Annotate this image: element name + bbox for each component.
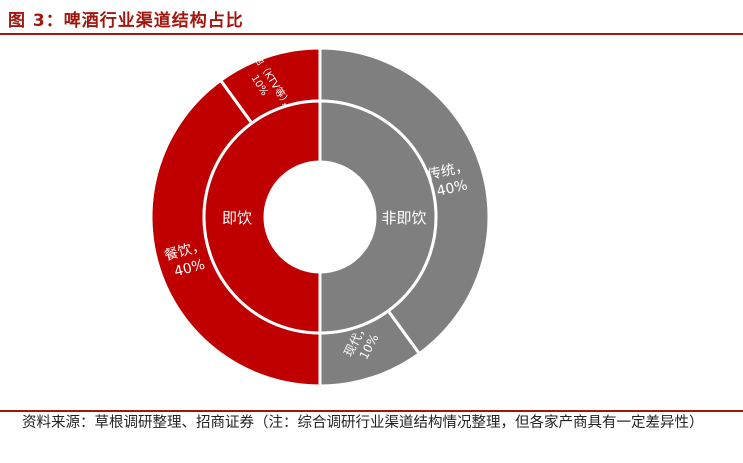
outer-label-dining-pct: 40% bbox=[173, 257, 207, 281]
source-note: 资料来源：草根调研整理、招商证券（注：综合调研行业渠道结构情况整理，但各家产商具… bbox=[22, 415, 704, 431]
donut-chart: 即饮 非即饮 传统， 40% 现代， 10% 餐饮， 40% 其他（KTV等），… bbox=[149, 43, 491, 388]
inner-ring bbox=[202, 99, 438, 335]
inner-slice-1 bbox=[202, 99, 322, 335]
inner-label-feijiyin: 非即饮 bbox=[381, 209, 426, 227]
source-rule bbox=[0, 410, 743, 412]
title-rule bbox=[0, 33, 743, 35]
inner-label-jiyin: 即饮 bbox=[222, 209, 252, 227]
outer-ring bbox=[149, 46, 491, 388]
inner-slice-0 bbox=[318, 99, 438, 335]
figure-title: 图 3：啤酒行业渠道结构占比 bbox=[8, 11, 244, 31]
outer-label-traditional-pct: 40% bbox=[435, 177, 469, 200]
